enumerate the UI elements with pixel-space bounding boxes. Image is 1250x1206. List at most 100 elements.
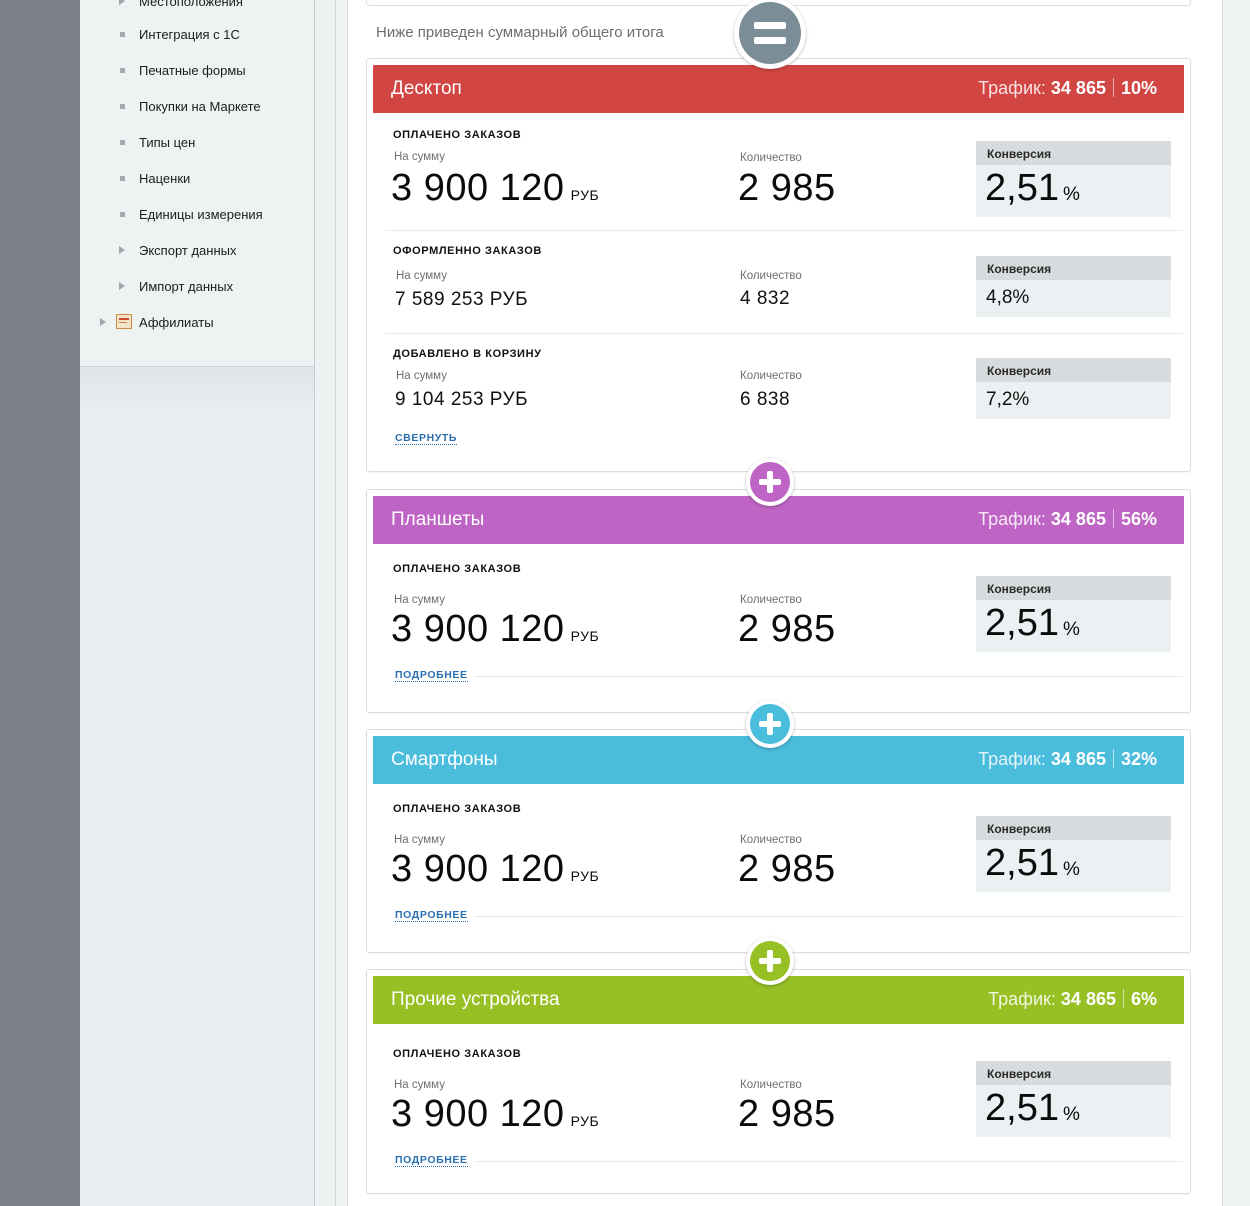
expand-arrow-icon[interactable] (119, 282, 125, 290)
equals-total-button[interactable] (734, 0, 806, 69)
divider (1112, 509, 1114, 528)
sidebar: Местоположения Интеграция с 1С Печатные … (80, 0, 315, 1206)
sidebar-item-units[interactable]: Единицы измерения (80, 205, 314, 225)
sidebar-item-label: Аффилиаты (139, 315, 214, 330)
conversion-value: 2,51% (985, 167, 1080, 209)
paid-sum: 3 900 120 РУБ (391, 608, 599, 651)
sidebar-item-locations[interactable]: Местоположения (80, 0, 314, 12)
row-title-paid: ОПЛАЧЕНО ЗАКАЗОВ (393, 129, 522, 141)
sidebar-item-markups[interactable]: Наценки (80, 169, 314, 189)
device-card-tablets: Планшеты Трафик: 34 865 56% ОПЛАЧЕНО ЗАКА… (366, 489, 1191, 713)
conversion-value: 7,2% (986, 389, 1030, 410)
row-divider (475, 1161, 1183, 1162)
sidebar-item-1c-integration[interactable]: Интеграция с 1С (80, 25, 314, 45)
conversion-label: Конверсия (976, 256, 1171, 280)
conversion-label: Конверсия (976, 576, 1171, 600)
currency-label: РУБ (570, 628, 600, 644)
sidebar-item-market-purchases[interactable]: Покупки на Маркете (80, 97, 314, 117)
card-title: Планшеты (391, 509, 485, 530)
plus-icon (750, 704, 790, 744)
quantity-label: Количество (740, 594, 802, 606)
summary-note: Ниже приведен суммарный общего итога (376, 24, 664, 41)
expand-arrow-icon[interactable] (100, 318, 106, 326)
bullet-icon (120, 104, 125, 109)
traffic-value: 34 865 (1050, 78, 1106, 98)
conversion-label: Конверсия (976, 816, 1171, 840)
details-link[interactable]: ПОДРОБНЕЕ (395, 909, 468, 922)
traffic-label: Трафик: (978, 749, 1046, 769)
row-divider (385, 333, 1183, 334)
traffic-label: Трафик: (978, 509, 1046, 529)
conversion-label: Конверсия (976, 141, 1171, 165)
paid-quantity: 2 985 (738, 1093, 836, 1135)
sum-label: На сумму (394, 1079, 445, 1091)
traffic-info: Трафик: 34 865 56% (978, 509, 1157, 530)
sidebar-item-data-export[interactable]: Экспорт данных (80, 241, 314, 261)
traffic-share: 10% (1120, 78, 1157, 98)
row-title-paid: ОПЛАЧЕНО ЗАКАЗОВ (393, 563, 522, 575)
quantity-label: Количество (740, 370, 802, 382)
conversion-value: 4,8% (986, 287, 1030, 308)
sidebar-item-price-types[interactable]: Типы цен (80, 133, 314, 153)
traffic-share: 56% (1120, 509, 1157, 529)
expand-other-button[interactable] (746, 937, 794, 985)
sum-label: На сумму (396, 370, 447, 382)
traffic-label: Трафик: (988, 989, 1056, 1009)
card-header[interactable]: Прочие устройства Трафик: 34 865 6% (373, 976, 1184, 1024)
cart-sum: 9 104 253 РУБ (395, 389, 529, 410)
sidebar-menu: Местоположения Интеграция с 1С Печатные … (80, 0, 314, 367)
plus-icon (750, 462, 790, 502)
divider (1112, 749, 1114, 768)
main-gutter (315, 0, 335, 1206)
bullet-icon (120, 212, 125, 217)
sidebar-item-label: Экспорт данных (139, 243, 237, 258)
sum-label: На сумму (394, 151, 445, 163)
traffic-info: Трафик: 34 865 6% (988, 989, 1157, 1010)
bullet-icon (120, 32, 125, 37)
sidebar-item-data-import[interactable]: Импорт данных (80, 277, 314, 297)
sidebar-item-label: Импорт данных (139, 279, 234, 294)
card-title: Смартфоны (391, 749, 498, 770)
expand-arrow-icon[interactable] (119, 246, 125, 254)
traffic-share: 6% (1130, 989, 1157, 1009)
row-title-placed: ОФОРМЛЕННО ЗАКАЗОВ (393, 245, 542, 257)
paid-quantity: 2 985 (738, 167, 836, 209)
conversion-value: 2,51% (985, 1087, 1080, 1129)
currency-label: РУБ (570, 1113, 600, 1129)
percent-sign: % (1062, 1104, 1080, 1125)
placed-sum: 7 589 253 РУБ (395, 289, 529, 310)
expand-smartphones-button[interactable] (746, 700, 794, 748)
percent-sign: % (1062, 859, 1080, 880)
sum-label: На сумму (394, 594, 445, 606)
conversion-box: Конверсия 4,8% (976, 256, 1171, 317)
traffic-value: 34 865 (1060, 989, 1116, 1009)
divider (1112, 78, 1114, 97)
conversion-value: 2,51% (985, 602, 1080, 644)
sidebar-empty-area (80, 368, 314, 1206)
sum-label: На сумму (396, 270, 447, 282)
details-link[interactable]: ПОДРОБНЕЕ (395, 669, 468, 682)
device-card-desktop: Десктоп Трафик: 34 865 10% ОПЛАЧЕНО ЗАКАЗ… (366, 58, 1191, 472)
device-card-smartphones: Смартфоны Трафик: 34 865 32% ОПЛАЧЕНО ЗАК… (366, 729, 1191, 953)
paid-sum-value: 3 900 120 (391, 167, 565, 209)
paid-quantity: 2 985 (738, 608, 836, 650)
card-header[interactable]: Планшеты Трафик: 34 865 56% (373, 496, 1184, 544)
sidebar-item-label: Единицы измерения (139, 207, 263, 222)
conversion-box: Конверсия 2,51% (976, 141, 1171, 217)
sidebar-item-label: Наценки (139, 171, 191, 186)
expand-tablets-button[interactable] (746, 458, 794, 506)
collapse-link[interactable]: СВЕРНУТЬ (395, 432, 458, 445)
sidebar-item-label: Типы цен (139, 135, 196, 150)
details-link[interactable]: ПОДРОБНЕЕ (395, 1154, 468, 1167)
card-header[interactable]: Десктоп Трафик: 34 865 10% (373, 65, 1184, 113)
quantity-label: Количество (740, 270, 802, 282)
card-title: Десктоп (391, 78, 462, 99)
sidebar-item-affiliates[interactable]: Аффилиаты (80, 313, 314, 333)
conversion-value: 2,51% (985, 842, 1080, 884)
row-divider (385, 230, 1183, 231)
sidebar-item-print-forms[interactable]: Печатные формы (80, 61, 314, 81)
expand-arrow-icon (119, 0, 125, 5)
conversion-box: Конверсия 2,51% (976, 1061, 1171, 1137)
percent-sign: % (1062, 184, 1080, 205)
divider (1122, 989, 1124, 1008)
